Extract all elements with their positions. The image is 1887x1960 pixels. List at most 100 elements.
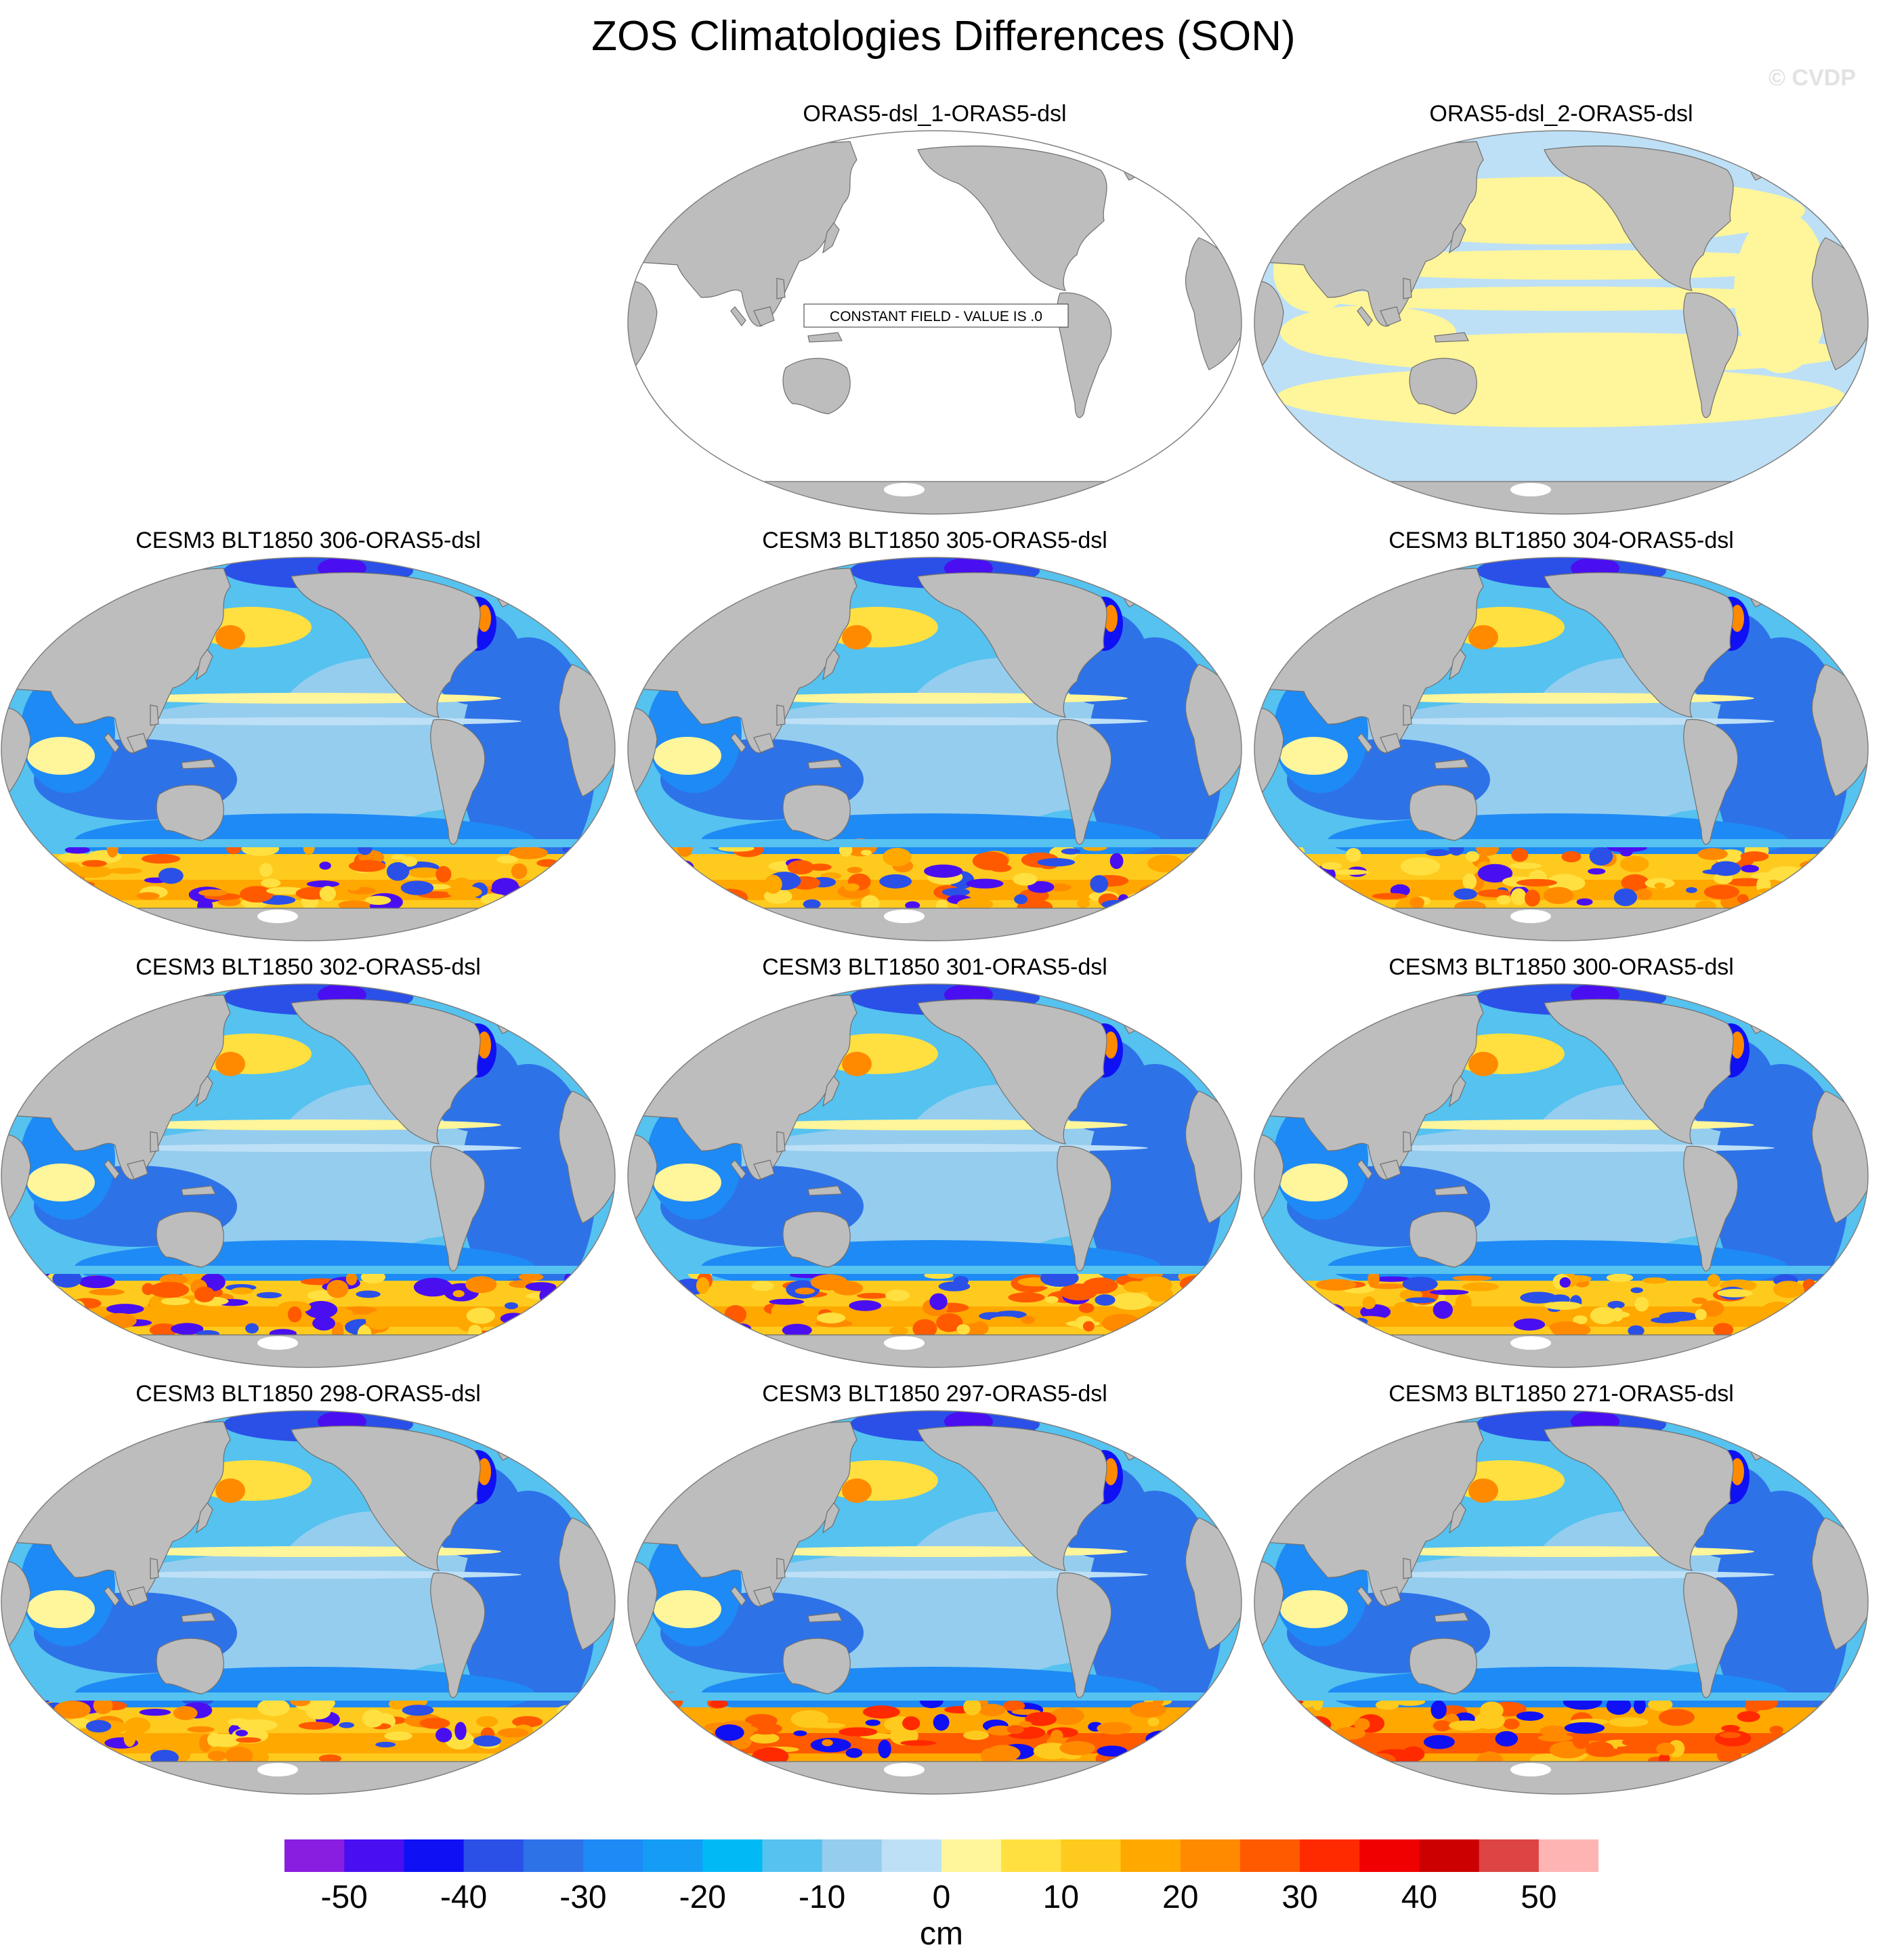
southern-ocean-eddy bbox=[666, 872, 690, 882]
southern-ocean-eddy bbox=[1850, 868, 1868, 877]
southern-ocean-eddy bbox=[1540, 1725, 1570, 1737]
southern-ocean-eddy bbox=[905, 901, 920, 910]
southern-ocean-eddy bbox=[751, 1281, 774, 1292]
southern-ocean-eddy bbox=[1290, 1302, 1306, 1308]
southern-ocean-eddy bbox=[666, 878, 683, 889]
southern-ocean-eddy bbox=[1267, 1306, 1302, 1318]
southern-ocean-eddy bbox=[305, 1703, 331, 1720]
land-mass bbox=[1254, 1334, 1868, 1367]
panel-title: CESM3 BLT1850 301-ORAS5-dsl bbox=[762, 954, 1107, 980]
southern-ocean-eddy bbox=[245, 1323, 259, 1334]
southern-ocean-eddy bbox=[652, 853, 668, 860]
land-mass bbox=[104, 1558, 159, 1607]
southern-ocean-eddy bbox=[1819, 1312, 1840, 1321]
southern-ocean-eddy bbox=[1633, 1697, 1646, 1714]
land-mass bbox=[822, 649, 840, 681]
southern-ocean-eddy bbox=[187, 1726, 215, 1733]
ice-shelf bbox=[1510, 483, 1551, 496]
equatorial-band bbox=[1368, 717, 1775, 725]
map-panel: CESM3 BLT1850 297-ORAS5-dsl bbox=[627, 1378, 1243, 1795]
southern-ocean-eddy bbox=[1276, 874, 1308, 892]
southern-ocean-eddy bbox=[158, 868, 184, 884]
land-mass bbox=[730, 1131, 786, 1180]
southern-ocean-eddy bbox=[1606, 1273, 1634, 1282]
southern-ocean-eddy bbox=[1318, 1744, 1334, 1760]
southern-ocean-eddy bbox=[1214, 1705, 1234, 1724]
southern-ocean-eddy bbox=[356, 1290, 381, 1298]
southern-ocean-eddy bbox=[436, 1728, 452, 1743]
southern-ocean-eddy bbox=[793, 1730, 807, 1737]
southern-ocean-eddy bbox=[1268, 1296, 1288, 1315]
southern-ocean-eddy bbox=[31, 894, 55, 906]
southern-ocean-eddy bbox=[375, 1741, 396, 1748]
southern-ocean-eddy bbox=[1256, 1747, 1284, 1758]
southern-ocean-eddy bbox=[1572, 1731, 1590, 1749]
southern-ocean-eddy bbox=[123, 1728, 136, 1747]
southern-ocean-eddy bbox=[81, 859, 107, 868]
southern-ocean-eddy bbox=[933, 1713, 950, 1731]
southern-ocean-eddy bbox=[885, 1290, 910, 1302]
land-mass bbox=[1357, 1131, 1412, 1180]
southern-ocean-eddy bbox=[1201, 1699, 1220, 1707]
gulfstream-anomaly bbox=[478, 605, 491, 632]
southern-ocean-eddy bbox=[782, 1323, 812, 1337]
southern-ocean-eddy bbox=[957, 897, 994, 911]
southern-ocean-eddy bbox=[1139, 885, 1168, 898]
equatorial-band bbox=[122, 1120, 501, 1130]
world-map: CONSTANT FIELD - VALUE IS .0 bbox=[627, 130, 1242, 515]
southern-ocean-eddy bbox=[11, 877, 31, 893]
southern-ocean-eddy bbox=[1516, 1711, 1544, 1721]
southern-ocean-eddy bbox=[1842, 1713, 1861, 1719]
ice-shelf bbox=[884, 910, 925, 923]
ice-shelf bbox=[257, 1336, 298, 1350]
land-mass bbox=[628, 908, 1242, 941]
southern-ocean-eddy bbox=[628, 1314, 655, 1332]
field-anomaly bbox=[654, 1164, 721, 1201]
land-mass bbox=[1409, 1638, 1477, 1695]
southern-ocean-eddy bbox=[1296, 1753, 1328, 1765]
map-border bbox=[627, 130, 1242, 515]
southern-ocean-eddy bbox=[1200, 841, 1242, 855]
southern-ocean-eddy bbox=[810, 1274, 848, 1291]
map-border bbox=[627, 1410, 1242, 1795]
southern-ocean-eddy bbox=[1, 1723, 40, 1730]
southern-ocean-eddy bbox=[1619, 847, 1633, 857]
land-mass bbox=[1, 1761, 615, 1794]
world-map bbox=[1, 983, 616, 1368]
southern-ocean-eddy bbox=[628, 1706, 652, 1717]
southern-ocean-eddy bbox=[1394, 1302, 1414, 1310]
southern-ocean-eddy bbox=[1850, 1305, 1868, 1319]
colorbar-swatch bbox=[1180, 1839, 1241, 1872]
southern-ocean-eddy bbox=[681, 1755, 716, 1764]
southern-ocean-eddy bbox=[1792, 1297, 1807, 1309]
southern-ocean-eddy bbox=[1707, 1274, 1720, 1287]
southern-ocean-eddy bbox=[1109, 853, 1124, 870]
panel-title: CESM3 BLT1850 305-ORAS5-dsl bbox=[762, 528, 1107, 553]
southern-ocean-eddy bbox=[1060, 1283, 1098, 1301]
southern-ocean-eddy bbox=[473, 1735, 501, 1747]
southern-ocean-eddy bbox=[89, 1288, 125, 1296]
southern-ocean-eddy bbox=[572, 873, 591, 887]
colorbar-tick-label: -40 bbox=[440, 1879, 488, 1915]
southern-ocean-eddy bbox=[985, 1745, 1021, 1762]
southern-ocean-eddy bbox=[18, 1734, 58, 1753]
southern-ocean-eddy bbox=[86, 1720, 112, 1733]
southern-ocean-eddy bbox=[594, 1286, 615, 1296]
land-mass bbox=[1683, 1572, 1739, 1699]
southern-ocean-eddy bbox=[1503, 1718, 1520, 1730]
southern-ocean-eddy bbox=[339, 1722, 355, 1728]
southern-ocean-eddy bbox=[236, 1737, 261, 1743]
southern-ocean-eddy bbox=[1452, 1275, 1493, 1281]
southern-ocean-eddy bbox=[1658, 1753, 1670, 1763]
southern-ocean-eddy bbox=[1588, 868, 1606, 875]
southern-ocean-eddy bbox=[1819, 1290, 1854, 1307]
land-mass bbox=[156, 1638, 224, 1695]
gulfstream-anomaly bbox=[1104, 1458, 1118, 1485]
southern-ocean-eddy bbox=[650, 874, 682, 882]
southern-ocean-eddy bbox=[1090, 875, 1109, 893]
equatorial-band bbox=[1368, 1571, 1775, 1579]
kuroshio-anomaly bbox=[215, 1052, 245, 1076]
colorbar-swatch bbox=[582, 1839, 643, 1872]
colorbar-swatch bbox=[822, 1839, 883, 1872]
southern-ocean-eddy bbox=[769, 1298, 805, 1305]
